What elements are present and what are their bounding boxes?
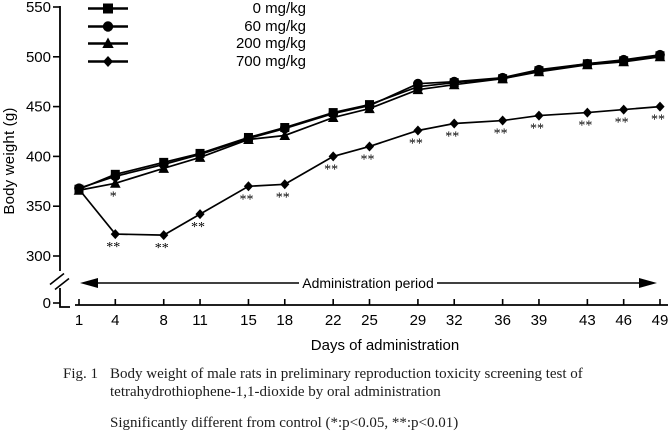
caption-line1: Body weight of male rats in preliminary … xyxy=(110,366,583,382)
significance-asterisks: ** xyxy=(445,130,459,145)
svg-text:32: 32 xyxy=(446,312,463,329)
significance-asterisks: ** xyxy=(615,116,629,131)
svg-text:500: 500 xyxy=(26,49,51,66)
svg-text:39: 39 xyxy=(531,312,548,329)
square-marker-icon xyxy=(88,3,128,14)
svg-text:550: 550 xyxy=(26,0,51,16)
svg-text:22: 22 xyxy=(325,312,342,329)
caption-fig-label: Fig. 1 xyxy=(63,366,99,382)
significance-asterisks: ** xyxy=(360,152,374,167)
legend-item-700mgkg: 700 mg/kg xyxy=(86,54,306,69)
axis-break-icon xyxy=(49,272,70,291)
svg-text:43: 43 xyxy=(579,312,596,329)
svg-text:11: 11 xyxy=(192,312,208,329)
caption-line2: tetrahydrothiophene-1,1-dioxide by oral … xyxy=(110,384,441,400)
series-700-mg-kg: ** ** ** ** ** ** ** ** ** ** ** ** ** ** xyxy=(74,101,665,256)
legend-item-0mgkg: 0 mg/kg xyxy=(86,1,306,16)
significance-asterisks: ** xyxy=(651,113,665,128)
circle-marker-icon xyxy=(88,20,128,32)
svg-text:4: 4 xyxy=(111,312,119,329)
significance-asterisks: ** xyxy=(106,240,120,255)
legend-item-label: 200 mg/kg xyxy=(235,35,306,52)
legend-item-label: 700 mg/kg xyxy=(235,52,306,70)
significance-asterisks: * xyxy=(110,189,117,204)
svg-text:8: 8 xyxy=(160,312,168,329)
significance-asterisks: ** xyxy=(191,220,205,235)
y-axis-title: Body weight (g) xyxy=(1,107,18,215)
svg-text:1: 1 xyxy=(75,312,83,329)
svg-text:25: 25 xyxy=(361,312,378,329)
chart-canvas: 550 500 450 400 350 300 0 1 4 8 11 15 18 22 25 29 32 36 39… xyxy=(26,0,669,329)
legend-item-label: 0 mg/kg xyxy=(252,0,306,17)
svg-text:46: 46 xyxy=(615,312,632,329)
administration-period-label: Administration period xyxy=(299,275,437,291)
svg-text:29: 29 xyxy=(410,312,427,329)
series-200-mg-kg: * xyxy=(73,51,666,204)
x-axis-title: Days of administration xyxy=(310,337,460,354)
significance-asterisks: ** xyxy=(276,190,290,205)
significance-asterisks: ** xyxy=(494,127,508,142)
y-axis: 550 500 450 400 350 300 0 xyxy=(26,0,70,312)
significance-asterisks: ** xyxy=(530,122,544,137)
legend-item-label: 60 mg/kg xyxy=(244,17,306,35)
significance-asterisks: ** xyxy=(324,162,338,177)
svg-text:49: 49 xyxy=(652,312,669,329)
svg-text:15: 15 xyxy=(240,312,257,329)
legend: 0 mg/kg 60 mg/kg 200 mg/kg 700 mg/kg xyxy=(0,0,310,72)
legend-item-200mgkg: 200 mg/kg xyxy=(86,36,306,51)
diamond-marker-icon xyxy=(88,55,128,67)
significance-asterisks: ** xyxy=(578,119,592,134)
svg-text:300: 300 xyxy=(26,248,51,265)
triangle-marker-icon xyxy=(88,37,128,48)
legend-item-60mgkg: 60 mg/kg xyxy=(86,19,306,34)
svg-text:18: 18 xyxy=(276,312,293,329)
svg-text:36: 36 xyxy=(494,312,511,329)
x-axis: 1 4 8 11 15 18 22 25 29 32 36 39 43 46 49 xyxy=(75,299,669,329)
svg-text:0: 0 xyxy=(43,295,51,312)
svg-text:400: 400 xyxy=(26,148,51,165)
significance-asterisks: ** xyxy=(239,192,253,207)
significance-asterisks: ** xyxy=(155,241,169,256)
significance-asterisks: ** xyxy=(409,137,423,152)
svg-text:450: 450 xyxy=(26,99,51,116)
svg-text:350: 350 xyxy=(26,198,51,215)
caption-significance-note: Significantly different from control (*:… xyxy=(110,415,459,431)
